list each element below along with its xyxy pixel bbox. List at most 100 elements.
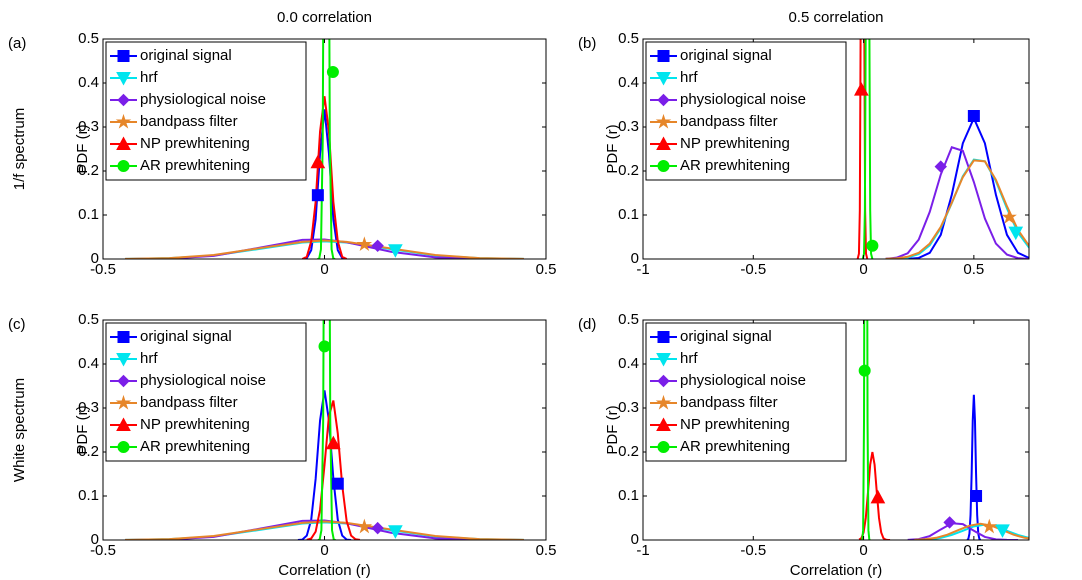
marker [967, 110, 980, 122]
marker [657, 93, 670, 107]
legend-label: AR prewhitening [140, 157, 250, 174]
marker [866, 239, 879, 252]
x-tick-label: 0 [859, 261, 867, 278]
marker [943, 516, 956, 529]
marker [115, 394, 132, 410]
chart-title: 0.5 correlation [788, 9, 883, 26]
marker [657, 331, 670, 343]
y-tick-label: 0.3 [618, 118, 639, 135]
series-line [885, 159, 1029, 259]
y-axis-label: PDF (r) [604, 124, 621, 173]
marker [116, 353, 131, 367]
marker [117, 160, 130, 172]
marker [934, 160, 947, 173]
row-label: White spectrum [11, 378, 28, 482]
marker [388, 525, 403, 539]
marker [117, 331, 130, 343]
marker [331, 477, 344, 490]
marker [657, 441, 670, 453]
y-axis-label: PDF (r) [604, 405, 621, 454]
y-tick-label: 0.2 [618, 162, 639, 179]
panel-label: (a) [8, 35, 26, 52]
legend-label: hrf [140, 350, 158, 367]
legend-label: bandpass filter [140, 394, 238, 411]
legend-label: NP prewhitening [680, 416, 790, 433]
marker [656, 417, 671, 431]
legend-label: hrf [680, 69, 698, 86]
x-tick-label: 0.5 [963, 261, 984, 278]
marker [356, 236, 373, 252]
y-axis-label: PDF (r) [74, 124, 91, 173]
legend-box [105, 322, 307, 462]
marker [657, 50, 670, 62]
legend-label: AR prewhitening [680, 438, 790, 455]
marker [117, 441, 130, 453]
legend-label: hrf [140, 69, 158, 86]
y-tick-label: 0.2 [78, 443, 99, 460]
legend-label: NP prewhitening [140, 135, 250, 152]
plot [125, 39, 524, 259]
y-tick-label: 0.3 [78, 399, 99, 416]
marker [854, 82, 869, 96]
marker [115, 113, 132, 129]
y-tick-label: 0 [631, 531, 639, 548]
x-tick-label: -0.5 [90, 542, 116, 559]
marker [117, 374, 130, 388]
x-tick-label: 0 [859, 542, 867, 559]
y-tick-label: 0.1 [618, 206, 639, 223]
legend-label: physiological noise [140, 372, 266, 389]
row-label: 1/f spectrum [11, 108, 28, 191]
legend-label: AR prewhitening [140, 438, 250, 455]
marker [388, 244, 403, 258]
plot [854, 39, 1029, 259]
legend-label: original signal [140, 47, 232, 64]
marker [657, 374, 670, 388]
panel-label: (d) [578, 316, 596, 333]
marker [657, 160, 670, 172]
legend-label: physiological noise [140, 91, 266, 108]
series-line [297, 390, 352, 540]
y-tick-label: 0.3 [78, 118, 99, 135]
panel-label: (b) [578, 35, 596, 52]
marker [356, 518, 373, 534]
y-tick-label: 0 [631, 250, 639, 267]
y-tick-label: 0.1 [78, 206, 99, 223]
y-tick-label: 0.5 [78, 311, 99, 328]
series-line [885, 146, 1029, 259]
marker [655, 394, 672, 410]
legend-label: original signal [140, 328, 232, 345]
x-tick-label: -1 [636, 261, 649, 278]
y-tick-label: 0.4 [78, 355, 99, 372]
marker [656, 353, 671, 367]
marker [655, 113, 672, 129]
plot [125, 320, 524, 540]
x-tick-label: 0 [320, 261, 328, 278]
legend-label: bandpass filter [140, 113, 238, 130]
legend-label: original signal [680, 328, 772, 345]
legend-box [645, 322, 847, 462]
series-line [858, 451, 891, 540]
marker [318, 340, 331, 353]
y-tick-label: 0.5 [618, 311, 639, 328]
chart-title: 0.0 correlation [277, 9, 372, 26]
legend-label: bandpass filter [680, 394, 778, 411]
marker [117, 93, 130, 107]
marker [656, 72, 671, 86]
y-tick-label: 0.4 [618, 74, 639, 91]
legend-label: NP prewhitening [680, 135, 790, 152]
x-tick-label: 0 [320, 542, 328, 559]
y-tick-label: 0.1 [618, 487, 639, 504]
y-tick-label: 0.2 [618, 443, 639, 460]
y-axis-label: PDF (r) [74, 405, 91, 454]
x-tick-label: 0.5 [536, 261, 557, 278]
marker [1008, 226, 1024, 241]
legend-label: hrf [680, 350, 698, 367]
series-line [306, 400, 361, 540]
y-tick-label: 0.4 [78, 74, 99, 91]
marker [116, 417, 131, 431]
series-line [125, 239, 524, 259]
y-tick-label: 0.3 [618, 399, 639, 416]
y-tick-label: 0.1 [78, 487, 99, 504]
marker [310, 154, 326, 169]
marker [116, 136, 131, 150]
